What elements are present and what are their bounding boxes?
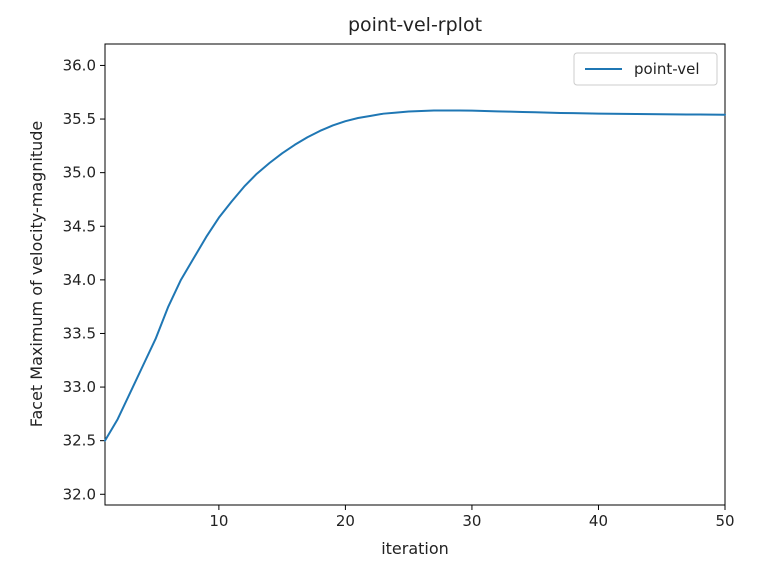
series-line-point-vel — [104, 109, 726, 442]
x-tick-label: 50 — [715, 512, 734, 530]
legend-box — [573, 52, 718, 86]
y-tick-label: 33.0 — [63, 378, 96, 396]
legend: point-vel — [573, 52, 718, 86]
y-tick-label: 33.5 — [63, 324, 96, 342]
x-axis-label: iteration — [381, 539, 449, 558]
y-axis: 32.0 32.5 33.0 33.5 34.0 34.5 35.0 35.5 36.0 — [63, 56, 105, 503]
series-layer — [104, 109, 726, 442]
y-tick-label: 34.0 — [63, 271, 96, 289]
x-tick-label: 30 — [462, 512, 481, 530]
y-tick-label: 32.0 — [63, 485, 96, 503]
y-tick-label: 36.0 — [63, 56, 96, 74]
plot-frame — [104, 43, 726, 506]
legend-label-point-vel: point-vel — [634, 60, 700, 78]
y-tick-label: 32.5 — [63, 432, 96, 450]
x-tick-label: 20 — [336, 512, 355, 530]
y-tick-label: 35.5 — [63, 110, 96, 128]
plot-area: 10 20 30 40 50 32.032.533.033.534.034.535.03… — [63, 43, 735, 530]
y-tick-label: 35.0 — [63, 164, 96, 182]
x-tick-label: 10 — [209, 512, 228, 530]
y-tick-label: 34.5 — [63, 217, 96, 235]
x-axis: 10 20 30 40 50 — [209, 505, 735, 530]
y-axis-label: Facet Maximum of velocity-magnitude — [27, 121, 46, 428]
chart-title: point-vel-rplot — [348, 14, 482, 36]
x-tick-label: 40 — [589, 512, 608, 530]
